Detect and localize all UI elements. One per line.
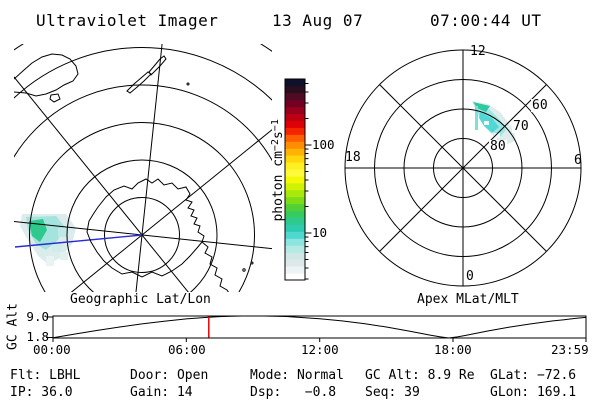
status-gc-alt: GC Alt: 8.9 Re [365, 368, 475, 383]
colorbar-unit-mid: s [271, 131, 286, 140]
mlt-dial [344, 49, 582, 287]
colorbar-frame [284, 78, 306, 281]
xtick-2359: 23:59 [551, 342, 589, 357]
coastlines [14, 53, 254, 292]
xtick-0600: 06:00 [168, 342, 206, 357]
status-dsp: Dsp: −0.8 [250, 385, 337, 400]
island-dot [242, 268, 246, 272]
coastline-antarctic-peninsula [201, 241, 229, 292]
date-label: 13 Aug 07 [272, 11, 364, 30]
gc-alt-axis-label: GC Alt [5, 303, 21, 350]
coastline-australia [14, 53, 79, 97]
ytick-1-8: 1.8 [26, 329, 49, 344]
latitude-circles [14, 44, 272, 292]
footpoint-track-line [14, 234, 143, 248]
colorbar-unit-label: photon cm−2s−1 [258, 101, 286, 271]
dial-mlt-12: 12 [470, 44, 486, 59]
colorbar [284, 78, 312, 281]
status-filter: Flt: LBHL [10, 368, 81, 383]
colorbar-unit-sup1: −2 [270, 139, 281, 152]
gc-alt-plot [46, 315, 587, 342]
dial-caption: Apex MLat/MLT [417, 292, 519, 307]
xtick-1800: 18:00 [434, 342, 472, 357]
coastline-tasmania [49, 93, 61, 103]
dial-ring-80: 80 [489, 139, 507, 154]
status-glon: GLon: 169.1 [490, 385, 577, 400]
island-dot [186, 82, 190, 86]
colorbar-unit-sup2: −1 [270, 119, 281, 132]
plot-frame [52, 315, 587, 339]
ytick-9: 9.0 [26, 309, 49, 324]
meridian-lines [14, 44, 272, 292]
coastline-antarctica [86, 178, 205, 278]
status-glat: GLat: −72.6 [490, 368, 577, 383]
dial-mlt-0: 0 [466, 269, 474, 284]
geo-map-caption: Geographic Lat/Lon [70, 292, 211, 307]
xtick-1200: 12:00 [301, 342, 339, 357]
xtick-0000: 00:00 [33, 342, 71, 357]
colorbar-ticks [305, 82, 312, 280]
status-gain: Gain: 14 [130, 385, 193, 400]
dial-mlt-6: 6 [574, 153, 582, 168]
orbit-altitude-curve [52, 315, 586, 339]
status-ip: IP: 36.0 [10, 385, 73, 400]
x-axis-ticks [52, 338, 587, 342]
dial-ring-60: 60 [531, 98, 549, 113]
status-door: Door: Open [130, 368, 209, 383]
y-axis-ticks [46, 316, 53, 338]
colorbar-tick-10: 10 [312, 225, 328, 240]
dial-spokes [345, 50, 581, 286]
app-title: Ultraviolet Imager [36, 11, 219, 30]
geo-map [14, 44, 272, 292]
time-label: 07:00:44 UT [430, 11, 542, 30]
island-dot [250, 261, 254, 265]
status-seq: Seq: 39 [365, 385, 420, 400]
colorbar-gradient [285, 79, 305, 281]
status-mode: Mode: Normal [250, 368, 344, 383]
dial-mlt-18: 18 [345, 150, 361, 165]
coastline-nz-south [126, 71, 152, 94]
colorbar-unit-pre: photon cm [271, 151, 286, 222]
dial-ring-70: 70 [512, 119, 530, 134]
colorbar-tick-100: 100 [312, 137, 335, 152]
coastline-nz-north [148, 55, 167, 76]
